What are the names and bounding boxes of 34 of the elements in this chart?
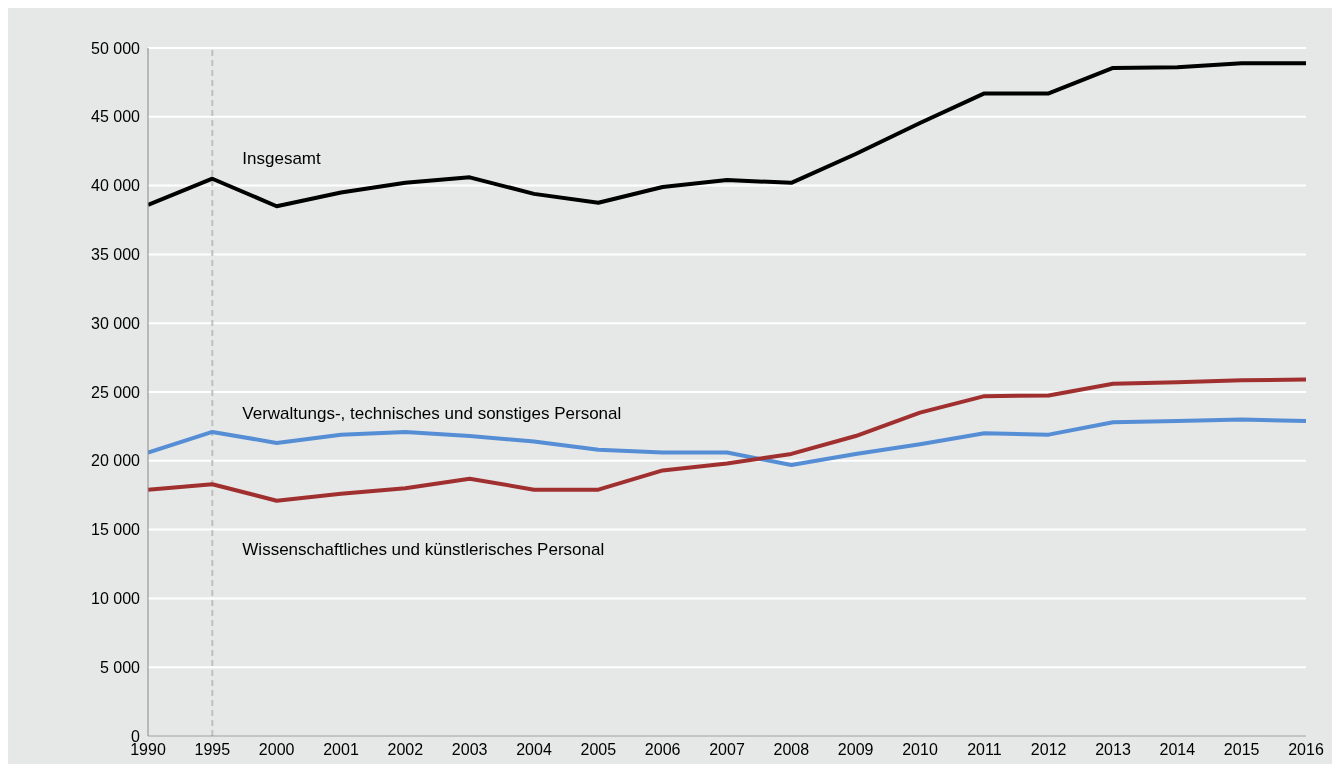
annotation: Wissenschaftliches und künstlerisches Personal [242,539,605,559]
x-tick-label: 2006 [644,741,681,759]
x-tick-label: 1995 [194,741,231,759]
x-tick-label: 2005 [580,741,617,759]
x-tick-label: 2014 [1159,741,1196,759]
x-tick-label: 2016 [1288,741,1324,759]
x-tick-label: 2002 [387,741,424,759]
y-tick-label: 5 000 [99,658,141,676]
x-tick-label: 2015 [1223,741,1260,759]
y-tick-label: 20 000 [91,452,141,470]
x-tick-label: 2012 [1030,741,1067,759]
x-tick-label: 2009 [837,741,874,759]
y-tick-label: 50 000 [91,39,141,57]
line-series [148,377,1306,503]
y-tick-label: 45 000 [91,108,141,126]
y-tick-label: 25 000 [91,383,141,401]
y-tick-label: 15 000 [91,521,141,539]
annotation: Verwaltungs-, technisches und sonstiges Personal [242,403,622,423]
y-tick-label: 40 000 [91,177,141,195]
x-tick-label: 2010 [902,741,938,759]
y-tick-label: 10 000 [91,590,141,608]
x-tick-label: 2004 [516,741,552,759]
x-tick-label: 2007 [709,741,745,759]
x-tick-label: 2003 [451,741,488,759]
x-tick-label: 1990 [130,741,166,759]
x-tick-label: 2013 [1095,741,1131,759]
line-series [148,61,1306,209]
x-tick-label: 2001 [323,741,359,759]
y-tick-label: 35 000 [91,246,141,264]
x-tick-label: 2000 [258,741,295,759]
y-tick-label: 30 000 [91,314,141,332]
x-tick-label: 2008 [773,741,810,759]
x-tick-label: 2011 [967,741,1002,759]
annotation: Insgesamt [242,149,322,169]
